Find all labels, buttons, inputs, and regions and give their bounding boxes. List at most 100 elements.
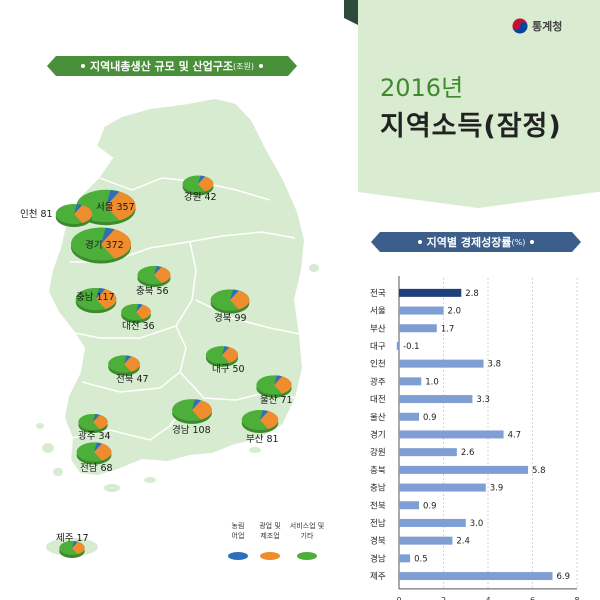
map-pie-agriculture-0 xyxy=(106,189,120,206)
bar-category-label-3: 대구 xyxy=(370,342,386,352)
map-pie-manufacturing-2 xyxy=(74,205,93,223)
bar-category-label-16: 제주 xyxy=(370,572,386,582)
map-section-title: 지역내총생산 규모 및 산업구조 xyxy=(89,60,234,73)
map-pie-14 xyxy=(76,442,112,465)
bar-15 xyxy=(399,554,411,563)
map-region-label-9: 대구 50 xyxy=(212,364,245,375)
legend-manufacturing-swatch xyxy=(260,552,280,560)
map-region-label-8: 전북 47 xyxy=(116,374,149,385)
bar-category-label-6: 대전 xyxy=(370,394,386,405)
bar-series xyxy=(396,288,553,581)
legend-service-swatch xyxy=(297,552,317,560)
map-region-label-11: 광주 34 xyxy=(78,430,111,442)
map-pie-5 xyxy=(75,287,117,314)
bar-value-label-3: -0.1 xyxy=(403,342,420,352)
bar-14 xyxy=(399,536,453,545)
bar-value-label-14: 2.4 xyxy=(456,537,470,547)
map-pie-agriculture-7 xyxy=(230,289,239,300)
growth-section-title: 지역별 경제성장률 xyxy=(426,236,512,249)
bar-values: 2.82.0 1.7 -0.1 3.8 1.0 3.3 0.9 4.7 2.6 5.8 3.9 0.9… xyxy=(403,289,570,582)
taegeuk-icon xyxy=(512,18,528,34)
corner-tab xyxy=(344,0,360,26)
map-pie-agriculture-13 xyxy=(260,410,269,420)
map-pie-manufacturing-4 xyxy=(154,266,171,284)
bar-category-label-5: 광주 xyxy=(370,376,386,387)
map-pie-manufacturing-14 xyxy=(94,443,112,461)
logo-text: 통계청 xyxy=(532,20,563,33)
map-pie-6 xyxy=(121,303,151,324)
bar-0 xyxy=(399,288,462,297)
bar-tick-label-2: 4 xyxy=(485,596,490,600)
legend-manufacturing-label: 광업 및 xyxy=(259,522,281,530)
bar-value-label-13: 3.0 xyxy=(470,519,484,529)
map-region-label-13: 부산 81 xyxy=(246,434,279,445)
bar-tick-label-1: 2 xyxy=(441,596,446,600)
title-panel xyxy=(358,0,600,208)
bar-5 xyxy=(399,377,422,386)
bar-value-label-4: 3.8 xyxy=(488,360,502,370)
map-pie-agriculture-12 xyxy=(192,399,202,410)
map-pie-agriculture-3 xyxy=(101,227,115,244)
map-pie-manufacturing-7 xyxy=(230,290,250,310)
bar-category-label-15: 경남 xyxy=(370,553,386,564)
map-pie-manufacturing-11 xyxy=(93,414,108,430)
map-pie-15 xyxy=(59,541,85,558)
bar-category-label-4: 인천 xyxy=(370,359,386,370)
map-pie-12 xyxy=(172,399,212,424)
bar-8 xyxy=(399,430,504,439)
map-pie-agriculture-9 xyxy=(222,346,230,355)
bar-6 xyxy=(399,395,473,404)
bar-category-label-8: 경기 xyxy=(370,429,386,440)
bar-category-label-12: 전북 xyxy=(370,500,386,511)
bar-category-label-13: 전남 xyxy=(370,518,386,529)
bar-category-label-1: 서울 xyxy=(370,307,386,317)
bar-category-label-9: 강원 xyxy=(370,447,386,458)
bar-11 xyxy=(399,483,486,492)
map-pie-11 xyxy=(78,413,108,434)
map-region-label-2: 인천 81 xyxy=(20,209,53,220)
bar-9 xyxy=(399,448,457,457)
bar-tick-label-4: 8 xyxy=(574,596,579,600)
legend-agriculture-label-2: 어업 xyxy=(232,531,245,540)
map-pie-4 xyxy=(137,265,171,288)
map-pie-manufacturing-12 xyxy=(192,400,212,420)
map-region-label-15: 제주 17 xyxy=(56,533,89,544)
map-pie-agriculture-4 xyxy=(154,266,162,275)
map-region-label-14: 전남 68 xyxy=(80,463,113,474)
bar-value-label-9: 2.6 xyxy=(461,448,475,458)
bar-category-label-0: 전국 xyxy=(370,288,386,299)
map-region-label-12: 경남 108 xyxy=(172,424,211,436)
map-pie-3 xyxy=(71,227,131,264)
map-region-label-1: 강원 42 xyxy=(184,192,217,203)
legend-agriculture-swatch xyxy=(228,552,248,560)
map-section-unit: (조원) xyxy=(233,61,255,71)
map-pie-manufacturing-8 xyxy=(124,356,140,372)
bar-value-label-11: 3.9 xyxy=(490,484,504,494)
legend-agriculture-label: 농림 xyxy=(232,522,245,530)
map-region-label-6: 대전 36 xyxy=(122,321,155,332)
map-pie-agriculture-8 xyxy=(124,355,132,364)
bar-value-label-12: 0.9 xyxy=(423,501,437,511)
map-pie-agriculture-14 xyxy=(94,442,102,452)
bar-category-label-14: 경북 xyxy=(370,536,386,547)
map-labels: 서울 357 강원 42 인천 81 경기 372 충북 56 충남 117 대전 36 경북… xyxy=(20,192,293,544)
bar-category-label-7: 울산 xyxy=(370,412,386,423)
map-pie-agriculture-11 xyxy=(93,414,100,422)
map-region-label-10: 울산 71 xyxy=(260,395,293,406)
map-pies xyxy=(55,175,292,558)
bar-value-label-10: 5.8 xyxy=(532,466,546,476)
map-pie-agriculture-10 xyxy=(274,375,282,385)
bar-12 xyxy=(399,501,420,510)
map-pie-agriculture-1 xyxy=(198,175,205,184)
map-pie-8 xyxy=(108,355,140,376)
growth-section-ribbon: 지역별 경제성장률 (%) xyxy=(371,232,581,252)
map-pie-1 xyxy=(182,175,214,196)
bar-3 xyxy=(396,341,399,350)
bar-value-label-0: 2.8 xyxy=(465,289,479,299)
bar-13 xyxy=(399,518,466,527)
bar-value-label-1: 2.0 xyxy=(448,307,462,317)
bar-category-label-10: 충북 xyxy=(370,466,386,476)
bar-1 xyxy=(399,306,444,315)
bar-value-label-5: 1.0 xyxy=(425,377,439,387)
